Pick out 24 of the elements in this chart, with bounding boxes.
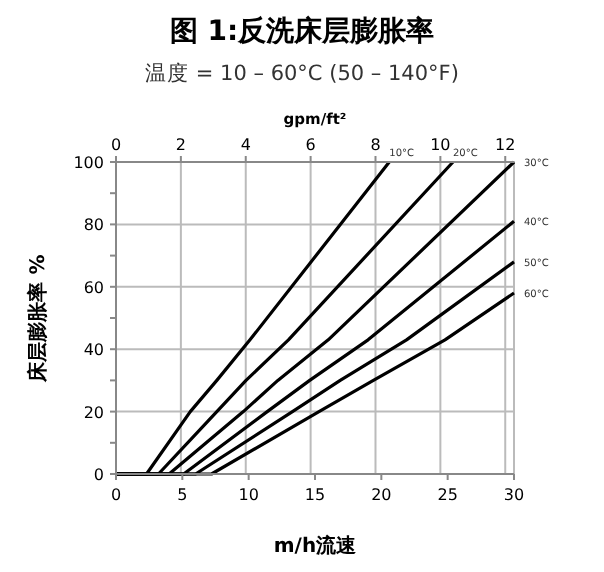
- x2-tick-label: 4: [240, 136, 251, 154]
- y-tick-label: 80: [83, 216, 104, 235]
- y-tick-label: 60: [83, 278, 104, 297]
- chart-title: 图 1:反洗床层膨胀率: [169, 14, 435, 48]
- x2-tick-label: 10: [430, 136, 451, 154]
- x-tick-label: 10: [238, 486, 259, 504]
- x2-tick-label: 2: [175, 136, 186, 154]
- x-axis-title: m/h流速: [273, 534, 359, 558]
- x-tick-label: 5: [177, 486, 188, 504]
- x-tick-label: 25: [437, 486, 458, 504]
- y-axis-title: 床层膨胀率 %: [26, 254, 50, 384]
- y-tick-label: 0: [93, 466, 104, 484]
- x-tick-label: 0: [110, 486, 122, 504]
- chart-subtitle: 温度 = 10 – 60°C (50 – 140°F): [145, 60, 459, 86]
- x2-tick-label: 12: [495, 136, 516, 154]
- y-tick-label: 40: [83, 341, 104, 360]
- x-tick-label: 15: [304, 486, 326, 504]
- x-tick-label: 20: [371, 486, 392, 504]
- x-tick-label: 30: [503, 486, 525, 504]
- x2-tick-label: 6: [305, 136, 316, 154]
- x2-tick-label: 0: [110, 136, 122, 154]
- y-tick-label: 100: [73, 154, 104, 172]
- y-tick-label: 20: [83, 403, 104, 422]
- x2-tick-label: 8: [370, 136, 381, 154]
